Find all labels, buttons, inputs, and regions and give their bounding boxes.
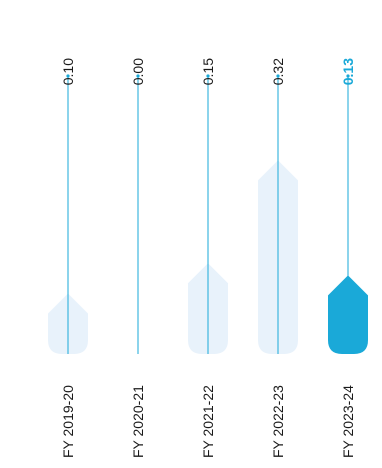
value-label: 0.32 [270,58,286,85]
category-label: FY 2023-24 [340,385,356,458]
value-labels-layer: 0.10 0.00 0.15 0.32 0.13 [60,58,356,85]
value-label: 0.13 [340,58,356,85]
value-label: 0.10 [60,58,76,85]
leader-dot [136,74,140,78]
category-labels-layer: FY 2019-20 FY 2020-21 FY 2021-22 FY 2022-23… [60,385,356,458]
category-label: FY 2022-23 [270,385,286,458]
category-label: FY 2021-22 [200,385,216,458]
value-label: 0.15 [200,58,216,85]
category-label: FY 2019-20 [60,385,76,458]
leader-dot [66,74,70,78]
leader-lines-layer [66,74,350,354]
leader-dot [206,74,210,78]
leader-dot [276,74,280,78]
value-label: 0.00 [130,58,146,85]
leader-dot [346,74,350,78]
category-label: FY 2020-21 [130,385,146,458]
